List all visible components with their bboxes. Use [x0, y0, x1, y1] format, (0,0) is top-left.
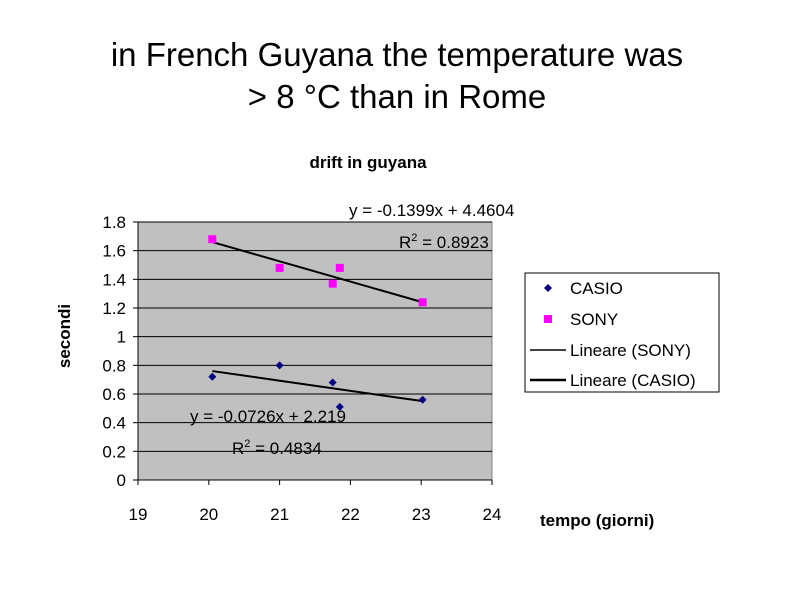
casio-point: [335, 402, 344, 411]
y-axis-label: secondi: [55, 304, 74, 368]
x-axis-label: tempo (giorni): [540, 511, 654, 530]
casio-trend-r2: R2 = 0.4834: [232, 438, 322, 458]
grid-lines: [138, 221, 492, 452]
casio-trend-r2-prefix: R: [232, 439, 244, 458]
sony-trend-equation: y = -0.1399x + 4.4604: [349, 201, 514, 220]
sony-trend-r2-value: = 0.8923: [417, 233, 488, 252]
x-tick-label: 24: [483, 505, 502, 524]
y-tick-label: 1.4: [102, 270, 126, 289]
slide-title-line1: in French Guyana the temperature was: [110, 36, 684, 73]
legend: CASIO SONY Lineare (SONY) Lineare (CASIO…: [524, 272, 720, 393]
sony-point: [328, 279, 337, 288]
y-tick-label: 1.6: [102, 242, 126, 261]
sony-point: [208, 235, 217, 244]
legend-casio-marker: [544, 284, 552, 292]
y-tick-label: 0.6: [102, 385, 126, 404]
trendlines: [212, 241, 423, 403]
legend-sony-trend-label: Lineare (SONY): [570, 341, 691, 360]
chart-title: drift in guyana: [309, 153, 427, 172]
casio-point: [275, 361, 284, 370]
y-tick-label: 0.8: [102, 356, 126, 375]
y-tick-label: 1.2: [102, 299, 126, 318]
y-tick-label: 1.8: [102, 213, 126, 232]
casio-trendline: [212, 370, 423, 403]
casio-point: [208, 372, 217, 381]
sony-point: [418, 298, 427, 307]
plot-area: [137, 221, 493, 481]
legend-casio-label: CASIO: [570, 279, 623, 298]
x-tick-label: 21: [270, 505, 289, 524]
sony-point: [335, 263, 344, 272]
casio-trend-r2-value: = 0.4834: [250, 439, 321, 458]
y-tick-label: 1: [117, 328, 126, 347]
slide-title: in French Guyana the temperature was > 8…: [0, 34, 794, 118]
x-tick-label: 19: [129, 505, 148, 524]
data-points: [208, 235, 427, 411]
y-tick-label: 0.2: [102, 442, 126, 461]
sony-trend-r2: R2 = 0.8923: [399, 232, 489, 252]
casio-trend-equation: y = -0.0726x + 2.219: [190, 407, 346, 426]
sony-trend-r2-prefix: R: [399, 233, 411, 252]
casio-point: [328, 378, 337, 387]
x-tick-label: 23: [412, 505, 431, 524]
legend-sony-marker: [544, 315, 552, 323]
y-tick-label: 0: [117, 471, 126, 490]
legend-box: [524, 272, 720, 393]
legend-casio-trend-label: Lineare (CASIO): [570, 371, 696, 390]
sony-trendline: [212, 241, 423, 304]
y-tick-label: 0.4: [102, 414, 126, 433]
casio-trend-r2-exp: 2: [244, 438, 250, 450]
x-tick-label: 22: [341, 505, 360, 524]
casio-point: [418, 395, 427, 404]
axes: 00.20.40.60.811.21.41.61.819 20 21 22 23 24: [102, 213, 501, 524]
x-tick-label: 20: [199, 505, 218, 524]
sony-point: [275, 263, 284, 272]
legend-sony-label: SONY: [570, 310, 618, 329]
slide-title-line2: > 8 °C than in Rome: [247, 78, 547, 115]
sony-trend-r2-exp: 2: [411, 232, 417, 244]
